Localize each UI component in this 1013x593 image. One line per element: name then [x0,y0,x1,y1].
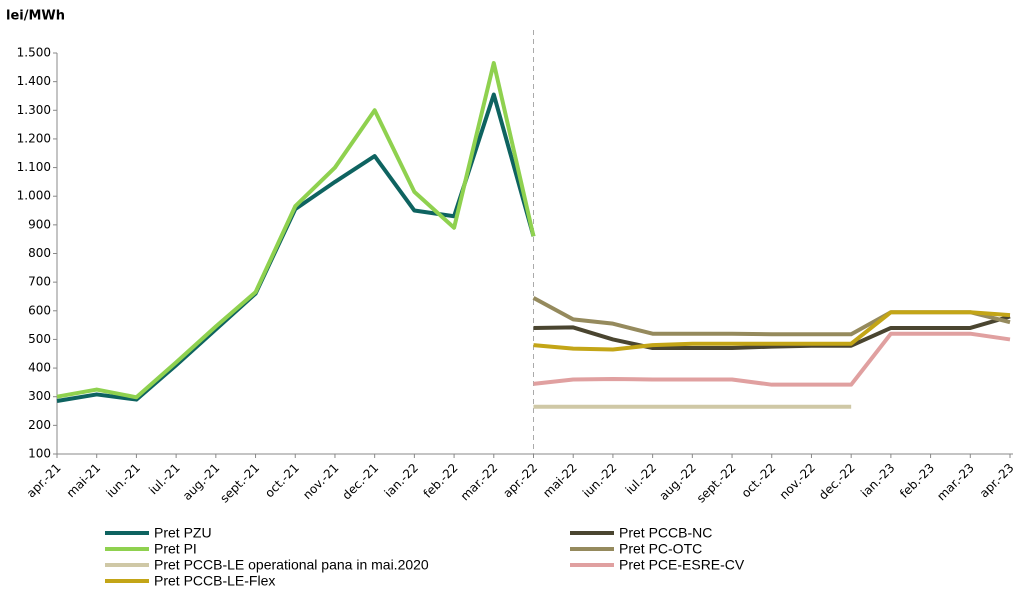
x-tick-label: apr.-23 [977,461,1013,501]
x-tick-label: mar.-22 [458,461,501,504]
y-tick-label: 1.100 [17,160,51,174]
y-axis-label: lei/MWh [6,9,65,24]
legend-label: Pret PCCB-LE-Flex [154,573,275,589]
x-tick-label: aug.-21 [180,461,222,503]
y-tick-label: 700 [28,275,51,289]
x-tick-label: ian.-22 [382,461,421,500]
series-line [533,310,1011,352]
x-tick-label: sept.-21 [217,461,262,506]
x-tick-label: nov.-22 [777,461,818,502]
legend-label: Pret PCCB-LE operational pana in mai.202… [154,557,429,573]
y-tick-label: 300 [28,389,51,403]
legend-label: Pret PI [154,541,197,557]
x-tick-label: iul.-22 [623,461,660,498]
x-tick-label: dec.-22 [816,461,858,503]
x-tick-label: feb.-22 [421,461,461,501]
legend-label: Pret PZU [154,525,212,541]
x-tick-label: ian.-23 [858,461,897,500]
x-tick-label: apr.-22 [500,461,540,501]
x-tick-label: sept.-22 [694,461,739,506]
y-tick-label: 500 [28,332,51,346]
x-tick-label: iul.-21 [146,461,183,498]
x-tick-label: feb.-23 [897,461,937,501]
x-tick-label: oct.-22 [739,461,779,501]
y-tick-label: 800 [28,246,51,260]
series-line [56,92,536,403]
series-line [56,61,536,400]
y-tick-label: 400 [28,361,51,375]
x-tick-label: iun.-21 [103,461,143,501]
y-tick-label: 600 [28,303,51,317]
x-tick-label: mai-21 [64,461,104,501]
legend-label: Pret PCE-ESRE-CV [619,557,745,573]
x-tick-label: mai-22 [540,461,580,501]
x-tick-label: nov.-21 [300,461,341,502]
x-tick-label: aug.-22 [657,461,699,503]
x-tick-label: apr.-21 [24,461,64,501]
y-tick-label: 900 [28,217,51,231]
x-tick-label: oct.-21 [262,461,302,501]
legend-label: Pret PCCB-NC [619,525,712,541]
legend-label: Pret PC-OTC [619,541,702,557]
y-tick-label: 1.500 [17,46,51,60]
y-tick-label: 200 [28,418,51,432]
y-tick-label: 100 [28,447,51,461]
y-tick-label: 1.000 [17,189,51,203]
y-tick-label: 1.200 [17,131,51,145]
x-tick-label: iun.-22 [580,461,620,501]
x-tick-label: dec.-21 [340,461,382,503]
series-line [533,314,1011,351]
y-tick-label: 1.400 [17,74,51,88]
x-tick-label: mar.-23 [934,461,977,504]
y-tick-label: 1.300 [17,103,51,117]
series-line [533,331,1011,387]
